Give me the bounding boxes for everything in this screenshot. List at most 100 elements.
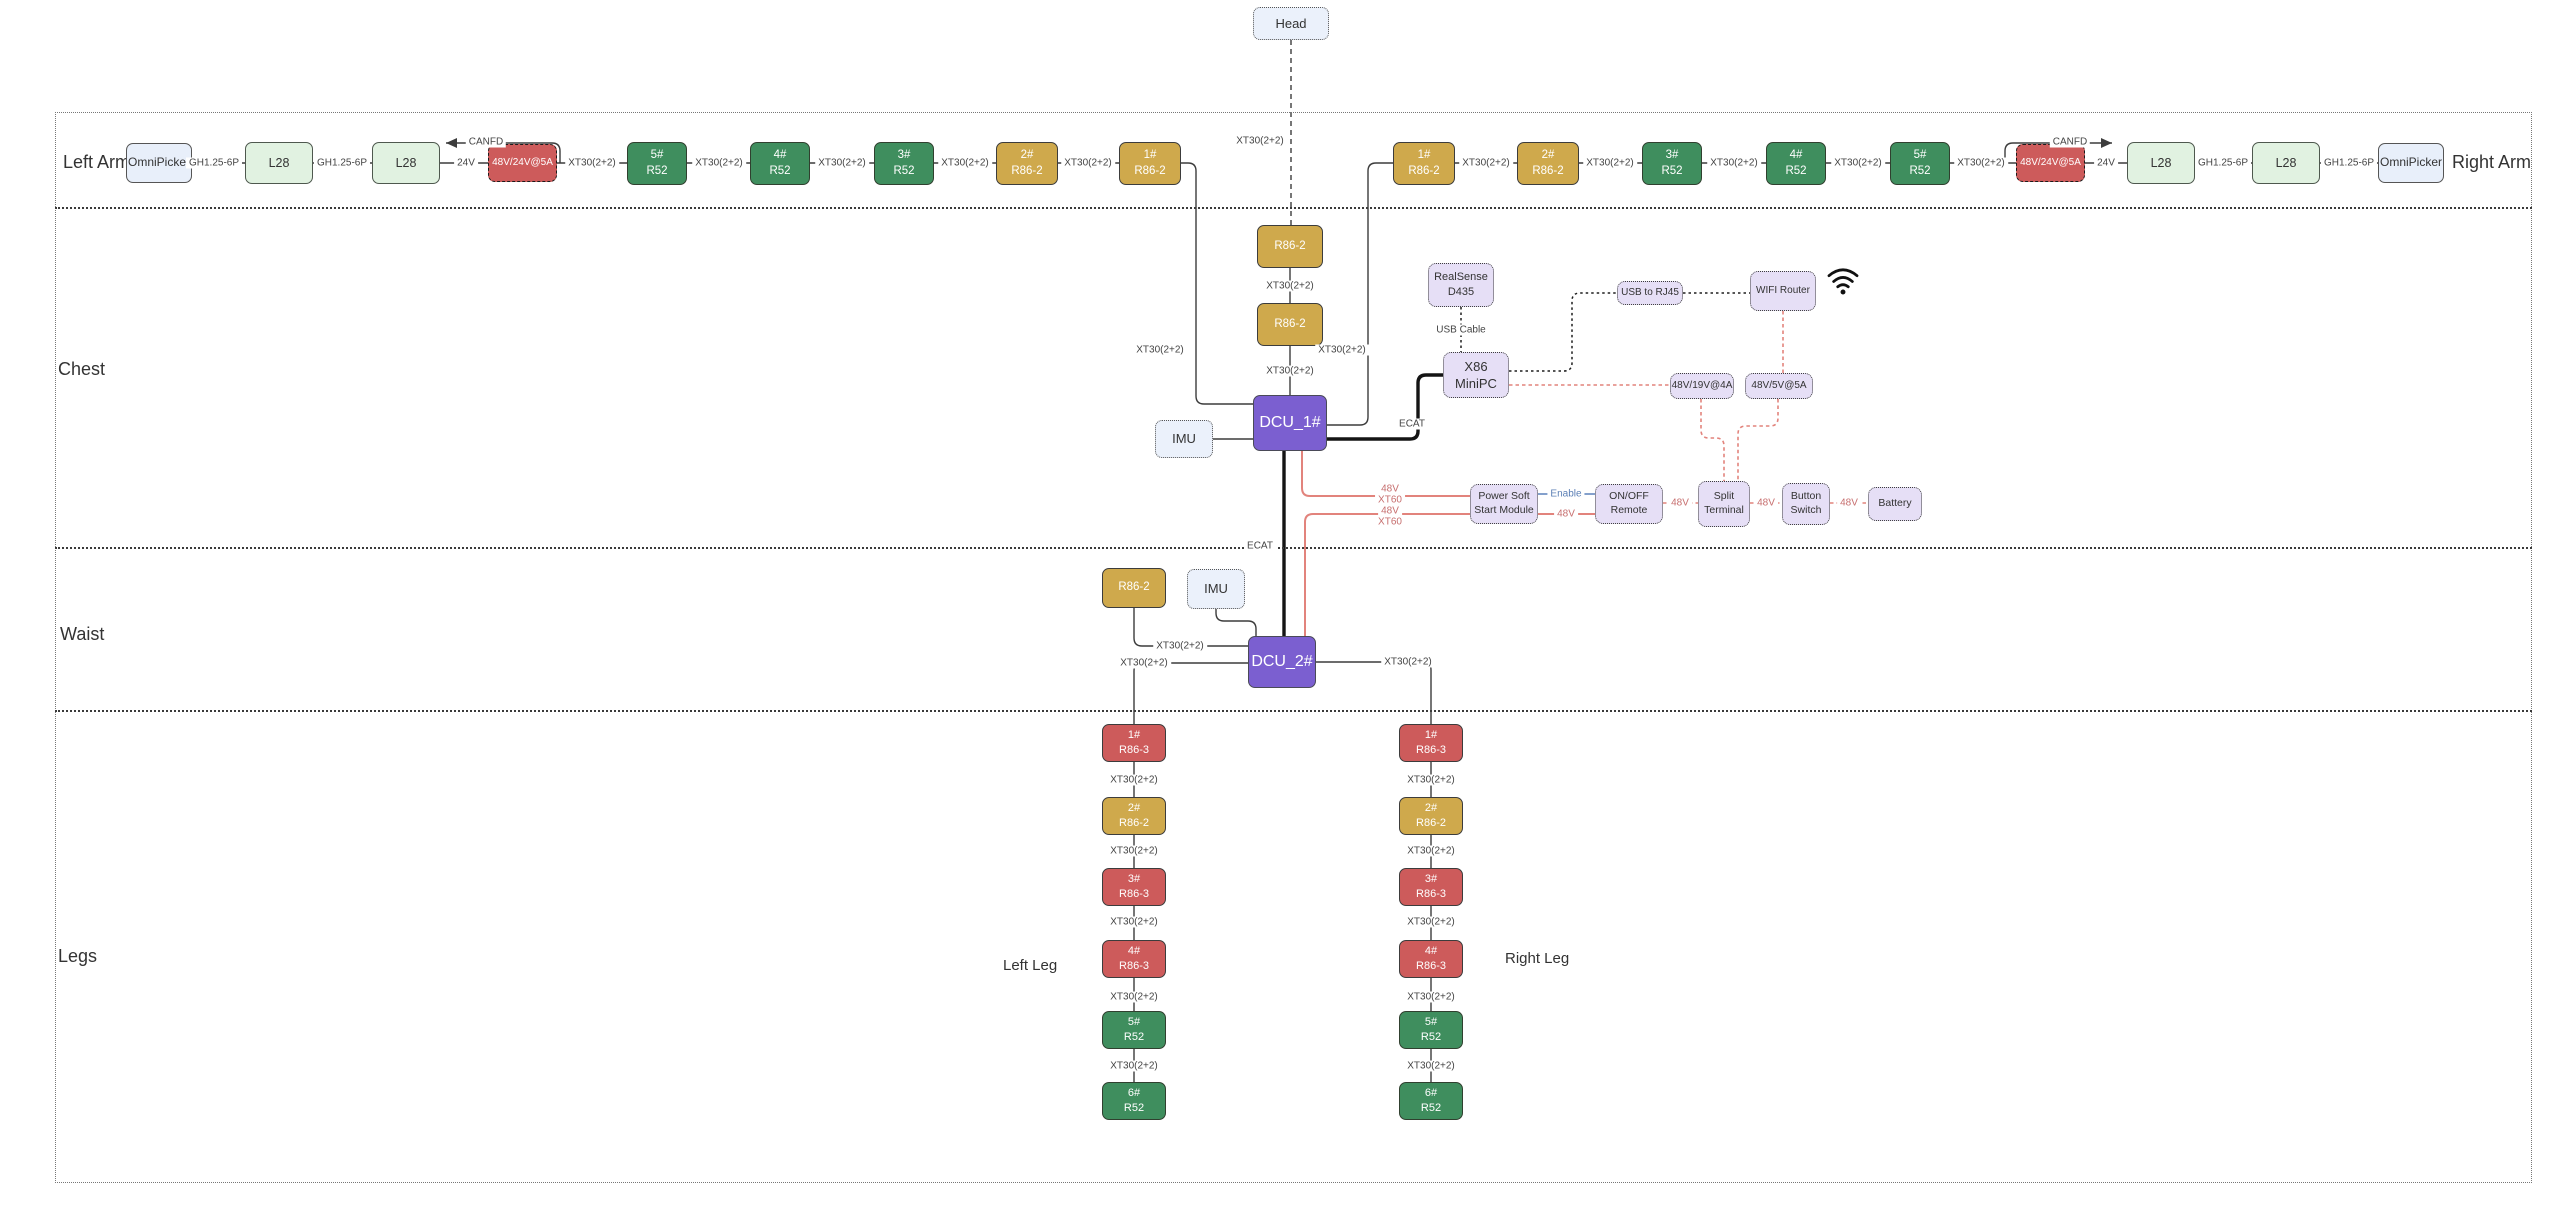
- node-right-leg-2-r86-2-label: R86-2: [1416, 817, 1446, 829]
- node-battery: Battery: [1868, 487, 1922, 521]
- edge-label-xt30-2-2-: XT30(2+2): [1404, 1060, 1458, 1072]
- edge-label-xt30-2-2-: XT30(2+2): [1233, 135, 1287, 147]
- node-left-arm-4-r52-label: R52: [769, 164, 791, 177]
- section-label-chest: Chest: [58, 359, 106, 379]
- edge-label-xt30-2-2-: XT30(2+2): [1459, 157, 1513, 169]
- edge-label-48v: 48V: [1378, 483, 1402, 495]
- node-left-arm-4-r52: 4# R52: [750, 142, 810, 185]
- edge-label-xt60: XT60: [1375, 494, 1405, 506]
- x86-to-usb-rj45: [1509, 292, 1617, 372]
- edge-label-xt30-2-2-: XT30(2+2): [1404, 991, 1458, 1003]
- edge-label-canfd: CANFD: [2049, 136, 2091, 148]
- edge-label-xt30-2-2-: XT30(2+2): [1107, 1060, 1161, 1072]
- node-right-leg-4-r86-3-label: R86-3: [1416, 960, 1446, 972]
- node-x86-minipc-label: X86: [1464, 358, 1488, 374]
- edge-label-xt30-2-2-: XT30(2+2): [565, 157, 619, 169]
- node-left-arm-5-r52: 5# R52: [627, 142, 687, 185]
- node-dcdc-48v-24v-right: 48V/24V@5A: [2016, 144, 2085, 182]
- edge-label-xt30-2-2-: XT30(2+2): [1107, 991, 1161, 1003]
- edge-label-xt30-2-2-: XT30(2+2): [1133, 344, 1187, 356]
- edge-label-48v: 48V: [1378, 505, 1402, 517]
- edge-label-xt30-2-2-: XT30(2+2): [1381, 656, 1435, 668]
- node-right-arm-1-r86-2: 1# R86-2: [1393, 142, 1455, 185]
- edge-label-gh1-25-6p: GH1.25-6P: [2320, 157, 2378, 169]
- label-left-leg: Left Leg: [1003, 957, 1058, 974]
- node-left-arm-3-r52: 3# R52: [874, 142, 934, 185]
- label-right-leg: Right Leg: [1505, 950, 1570, 967]
- pssm-to-dcu2-48v: [1304, 513, 1470, 636]
- node-split-terminal: Split Terminal: [1698, 481, 1750, 527]
- node-left-leg-2-r86-2-label: R86-2: [1119, 817, 1149, 829]
- node-omnipicker-left-label: OmniPicker: [127, 155, 190, 170]
- edge-label-ecat: ECAT: [1244, 540, 1276, 552]
- node-chest-r86-2-a: R86-2: [1257, 225, 1323, 268]
- node-button-switch-label: Switch: [1790, 504, 1822, 516]
- canfd-left: [446, 142, 561, 163]
- node-power-soft-start-module: Power Soft Start Module: [1470, 484, 1538, 524]
- node-right-leg-5-r52: 5# R52: [1399, 1011, 1463, 1049]
- edge-label-xt30-2-2-: XT30(2+2): [1107, 916, 1161, 928]
- edge-label-xt30-2-2-: XT30(2+2): [815, 157, 869, 169]
- node-left-leg-6-r52-label: 6#: [1127, 1087, 1141, 1100]
- node-right-arm-1-r86-2-label: 1#: [1417, 149, 1431, 162]
- node-waist-r86-2-label: R86-2: [1118, 581, 1150, 594]
- edge-label-xt30-2-2-: XT30(2+2): [1107, 845, 1161, 857]
- node-on-off-remote-label: Remote: [1610, 504, 1648, 516]
- edge-label-xt30-2-2-: XT30(2+2): [1263, 280, 1317, 292]
- node-dcdc-48v-24v-left: 48V/24V@5A: [488, 144, 557, 182]
- node-right-arm-4-r52-label: 4#: [1789, 149, 1803, 162]
- node-usb-to-rj45: USB to RJ45: [1617, 281, 1683, 305]
- node-right-arm-5-r52-label: 5#: [1913, 149, 1927, 162]
- node-dcdc-48v-19v-label: 48V/19V@4A: [1671, 380, 1733, 392]
- node-imu-waist-label: IMU: [1204, 581, 1228, 597]
- section-label-legs: Legs: [58, 946, 98, 966]
- edge-label-gh1-25-6p: GH1.25-6P: [313, 157, 371, 169]
- node-dcu-2: DCU_2#: [1248, 636, 1316, 688]
- node-x86-minipc-label: MiniPC: [1455, 376, 1497, 391]
- node-usb-to-rj45-label: USB to RJ45: [1621, 287, 1679, 299]
- node-left-leg-4-r86-3-label: R86-3: [1119, 960, 1149, 972]
- node-right-leg-3-r86-3: 3# R86-3: [1399, 868, 1463, 906]
- right-arm-to-dcu1: [1327, 162, 1393, 426]
- node-dcdc-48v-24v-left-label: 48V/24V@5A: [492, 157, 553, 169]
- node-x86-minipc: X86 MiniPC: [1443, 352, 1509, 398]
- node-left-leg-5-r52-label: R52: [1123, 1031, 1145, 1043]
- node-dcu-1: DCU_1#: [1253, 395, 1327, 451]
- node-chest-r86-2-a-label: R86-2: [1274, 239, 1306, 252]
- node-imu-chest: IMU: [1155, 420, 1213, 458]
- node-dcu-1-label: DCU_1#: [1259, 414, 1321, 432]
- dcu1-to-pssm-48v: [1301, 451, 1470, 497]
- edge-label-48v: 48V: [1754, 497, 1778, 509]
- edge-label-xt30-2-2-: XT30(2+2): [1404, 916, 1458, 928]
- node-chest-r86-2-b-label: R86-2: [1274, 317, 1306, 330]
- node-l28-left-1-label: L28: [268, 155, 290, 170]
- node-left-arm-3-r52-label: 3#: [897, 149, 911, 162]
- canfd-left-arrow: [446, 138, 457, 148]
- dcu1-to-x86-ecat: [1327, 373, 1443, 441]
- node-wifi-router: WIFI Router: [1750, 271, 1816, 311]
- node-dcdc-48v-19v: 48V/19V@4A: [1670, 373, 1734, 399]
- node-right-leg-3-r86-3-label: 3#: [1424, 873, 1438, 886]
- node-head-label: Head: [1275, 15, 1307, 31]
- node-right-leg-6-r52-label: 6#: [1424, 1087, 1438, 1100]
- node-dcdc-48v-24v-right-label: 48V/24V@5A: [2020, 157, 2081, 169]
- node-left-leg-3-r86-3: 3# R86-3: [1102, 868, 1166, 906]
- 5v-to-split-terminal: [1737, 399, 1779, 481]
- node-right-arm-2-r86-2-label: 2#: [1541, 149, 1555, 162]
- node-omnipicker-right: OmniPicker: [2378, 143, 2444, 183]
- edge-label-24v: 24V: [2094, 157, 2118, 169]
- node-right-leg-3-r86-3-label: R86-3: [1416, 888, 1446, 900]
- node-wifi-router-label: WIFI Router: [1756, 285, 1810, 297]
- edge-label-xt30-2-2-: XT30(2+2): [1061, 157, 1115, 169]
- node-left-arm-4-r52-label: 4#: [773, 149, 787, 162]
- node-left-leg-6-r52: 6# R52: [1102, 1082, 1166, 1120]
- divider-arms-chest: [55, 207, 2532, 209]
- edge-label-xt30-2-2-: XT30(2+2): [1117, 657, 1171, 669]
- node-dcdc-48v-5v-label: 48V/5V@5A: [1751, 380, 1807, 392]
- edge-label-xt30-2-2-: XT30(2+2): [1153, 640, 1207, 652]
- edge-label-xt30-2-2-: XT30(2+2): [1954, 157, 2008, 169]
- node-right-leg-2-r86-2: 2# R86-2: [1399, 797, 1463, 835]
- edge-label-gh1-25-6p: GH1.25-6P: [185, 157, 243, 169]
- node-imu-chest-label: IMU: [1172, 431, 1196, 447]
- node-left-leg-2-r86-2: 2# R86-2: [1102, 797, 1166, 835]
